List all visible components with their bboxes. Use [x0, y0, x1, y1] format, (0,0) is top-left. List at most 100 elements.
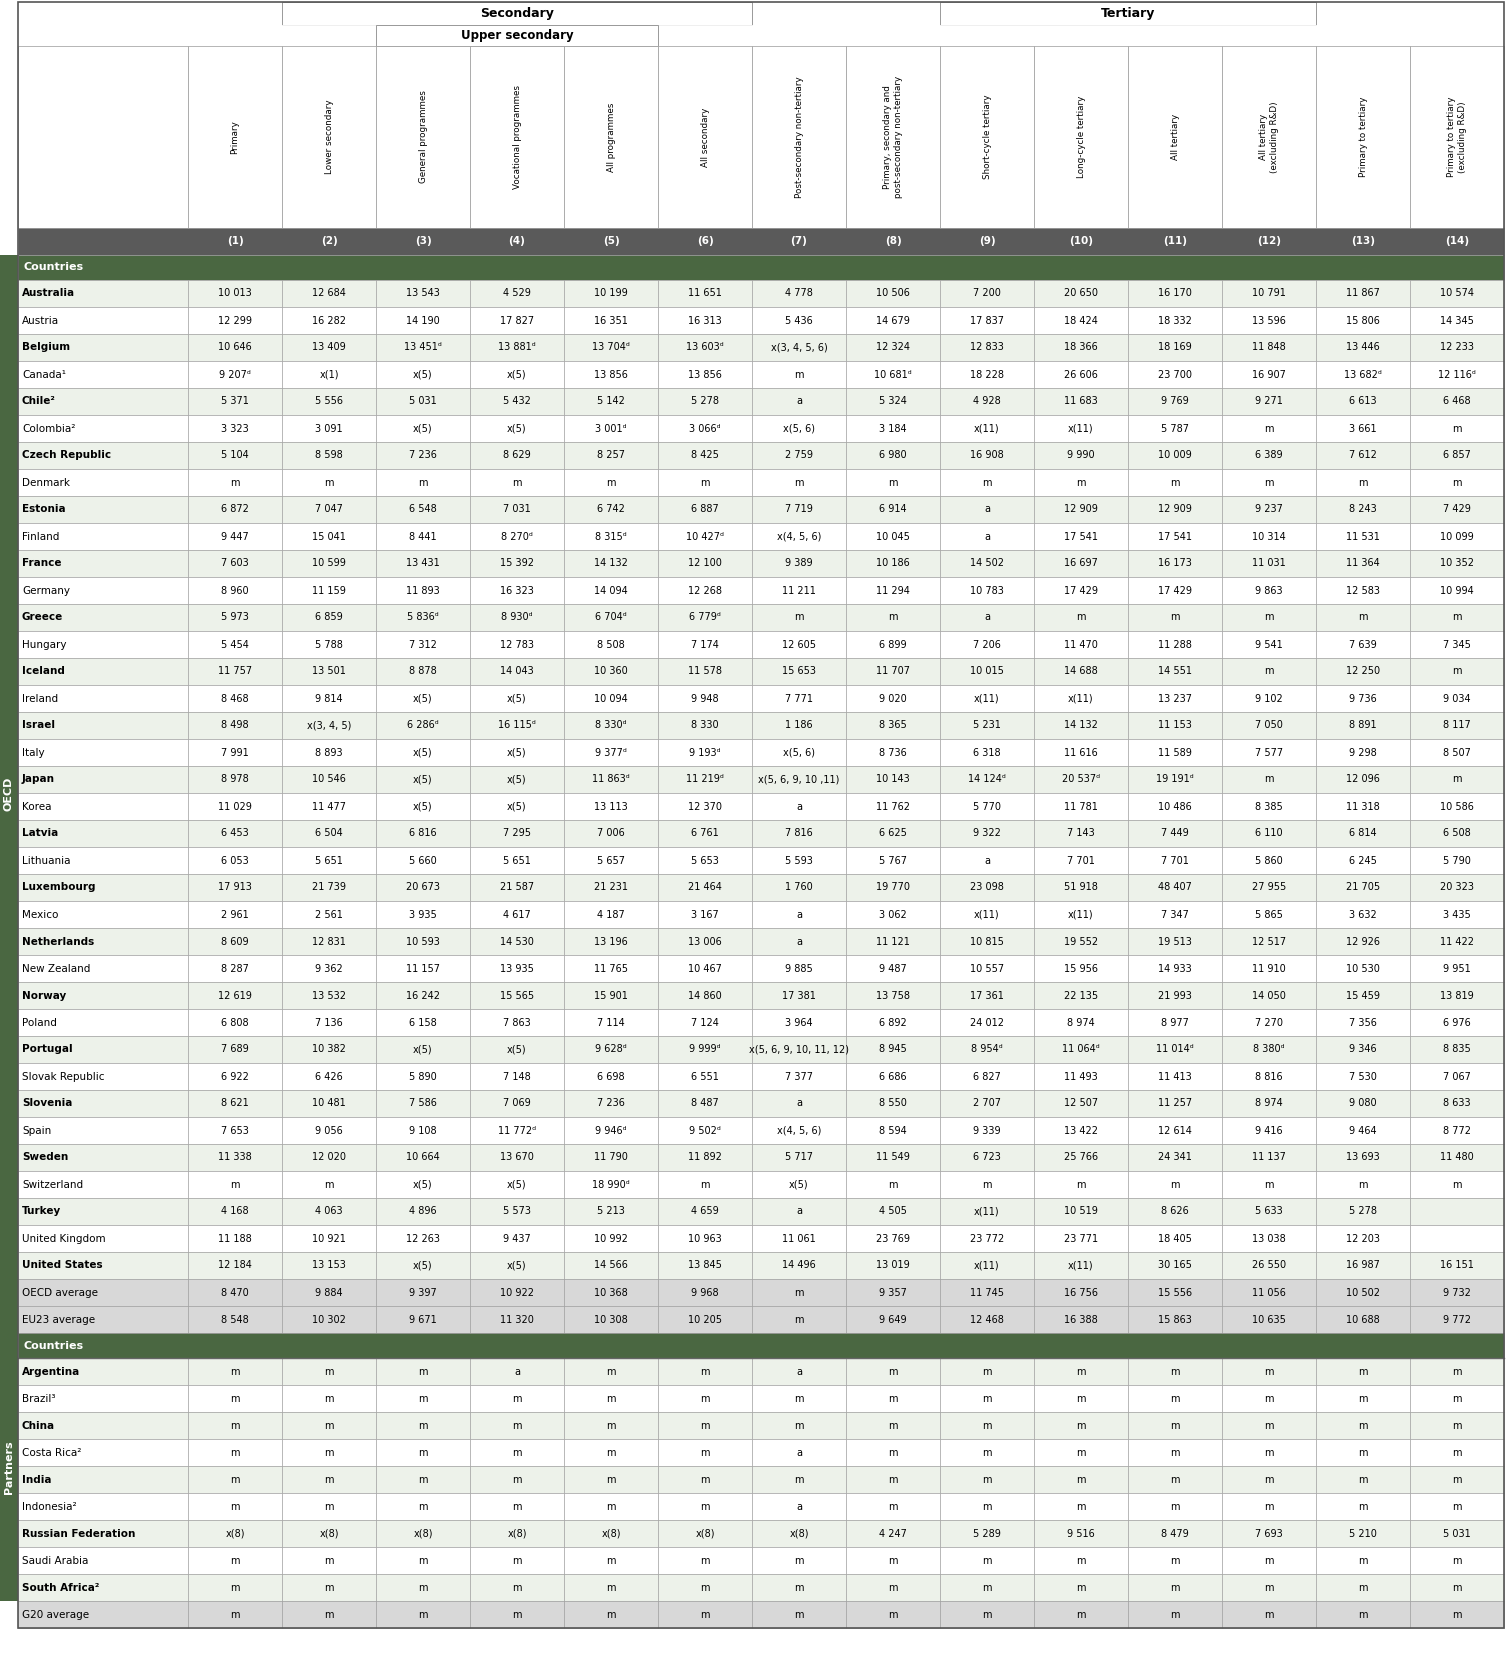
Text: 12 909: 12 909: [1065, 504, 1098, 515]
Bar: [1221, 929, 1316, 955]
Text: 11 772ᵈ: 11 772ᵈ: [498, 1126, 535, 1136]
Bar: [470, 45, 564, 228]
Text: x(5): x(5): [413, 424, 433, 434]
Bar: [18, 1574, 188, 1601]
Bar: [375, 1306, 470, 1332]
Text: 9 102: 9 102: [1255, 694, 1283, 704]
Bar: [1034, 929, 1128, 955]
Text: (8): (8): [885, 236, 902, 246]
Bar: [1410, 1063, 1503, 1089]
Text: m: m: [982, 1582, 992, 1592]
Bar: [18, 334, 188, 360]
Bar: [1128, 659, 1221, 685]
Text: 11 364: 11 364: [1347, 558, 1380, 568]
Text: OECD: OECD: [5, 776, 14, 811]
Bar: [1034, 1493, 1128, 1520]
Bar: [1128, 334, 1221, 360]
Bar: [375, 360, 470, 389]
Text: 6 980: 6 980: [879, 451, 906, 461]
Bar: [1034, 902, 1128, 929]
Text: 25 766: 25 766: [1065, 1153, 1098, 1163]
Bar: [564, 469, 657, 496]
Text: 8 385: 8 385: [1255, 801, 1283, 811]
Text: 6 808: 6 808: [222, 1017, 249, 1027]
Bar: [18, 416, 188, 442]
Bar: [188, 442, 282, 469]
Bar: [1316, 45, 1410, 228]
Bar: [1410, 1116, 1503, 1145]
Text: (5): (5): [603, 236, 620, 246]
Text: 7 639: 7 639: [1350, 640, 1377, 650]
Bar: [375, 929, 470, 955]
Bar: [564, 416, 657, 442]
Bar: [18, 685, 188, 712]
Bar: [657, 630, 752, 659]
Text: m: m: [513, 1475, 522, 1485]
Bar: [282, 389, 375, 416]
Text: 5 653: 5 653: [691, 855, 719, 865]
Text: Vocational programmes: Vocational programmes: [513, 85, 522, 189]
Bar: [657, 1116, 752, 1145]
Text: Netherlands: Netherlands: [23, 937, 93, 947]
Bar: [375, 442, 470, 469]
Text: Turkey: Turkey: [23, 1207, 62, 1217]
Bar: [18, 902, 188, 929]
Text: 6 899: 6 899: [879, 640, 906, 650]
Text: 10 186: 10 186: [876, 558, 909, 568]
Text: 8 633: 8 633: [1443, 1098, 1470, 1108]
Bar: [1034, 1116, 1128, 1145]
Text: 3 964: 3 964: [786, 1017, 813, 1027]
Bar: [846, 1063, 939, 1089]
Text: 5 104: 5 104: [222, 451, 249, 461]
Text: Germany: Germany: [23, 585, 69, 595]
Text: m: m: [1264, 1582, 1274, 1592]
Text: 11 762: 11 762: [876, 801, 909, 811]
Text: x(5): x(5): [507, 1260, 526, 1270]
Text: 8 960: 8 960: [222, 585, 249, 595]
Text: 11 422: 11 422: [1440, 937, 1473, 947]
Bar: [752, 389, 846, 416]
Text: 5 790: 5 790: [1443, 855, 1470, 865]
Text: 10 922: 10 922: [501, 1287, 534, 1297]
Text: 13 237: 13 237: [1158, 694, 1191, 704]
Bar: [1034, 1384, 1128, 1411]
Text: 7 603: 7 603: [222, 558, 249, 568]
Bar: [939, 712, 1034, 739]
Text: 13 153: 13 153: [312, 1260, 345, 1270]
Text: m: m: [700, 1502, 710, 1512]
Text: 2 961: 2 961: [222, 910, 249, 920]
Bar: [18, 1411, 188, 1440]
Bar: [752, 1009, 846, 1036]
Bar: [752, 1440, 846, 1466]
Bar: [752, 1145, 846, 1172]
Bar: [470, 712, 564, 739]
Bar: [657, 1172, 752, 1198]
Text: x(8): x(8): [320, 1529, 339, 1539]
Bar: [1316, 1574, 1410, 1601]
Text: 6 892: 6 892: [879, 1017, 906, 1027]
Text: 5 278: 5 278: [1350, 1207, 1377, 1217]
Text: Poland: Poland: [23, 1017, 57, 1027]
Text: 21 993: 21 993: [1158, 991, 1191, 1001]
Bar: [564, 45, 657, 228]
Text: 7 124: 7 124: [691, 1017, 719, 1027]
Text: 15 806: 15 806: [1347, 315, 1380, 325]
Bar: [657, 685, 752, 712]
Text: Countries: Countries: [23, 1341, 83, 1351]
Bar: [470, 1116, 564, 1145]
Text: m: m: [795, 1475, 804, 1485]
Text: 9 416: 9 416: [1255, 1126, 1283, 1136]
Text: 20 673: 20 673: [406, 883, 440, 893]
Bar: [188, 1279, 282, 1306]
Bar: [657, 1306, 752, 1332]
Text: 14 043: 14 043: [501, 667, 534, 677]
Text: All programmes: All programmes: [606, 102, 615, 171]
Text: 9 034: 9 034: [1443, 694, 1470, 704]
Text: x(8): x(8): [789, 1529, 808, 1539]
Bar: [188, 1198, 282, 1225]
Text: 5 788: 5 788: [315, 640, 342, 650]
Text: 8 978: 8 978: [222, 774, 249, 784]
Bar: [282, 1116, 375, 1145]
Bar: [1221, 550, 1316, 577]
Text: 11 848: 11 848: [1252, 342, 1286, 352]
